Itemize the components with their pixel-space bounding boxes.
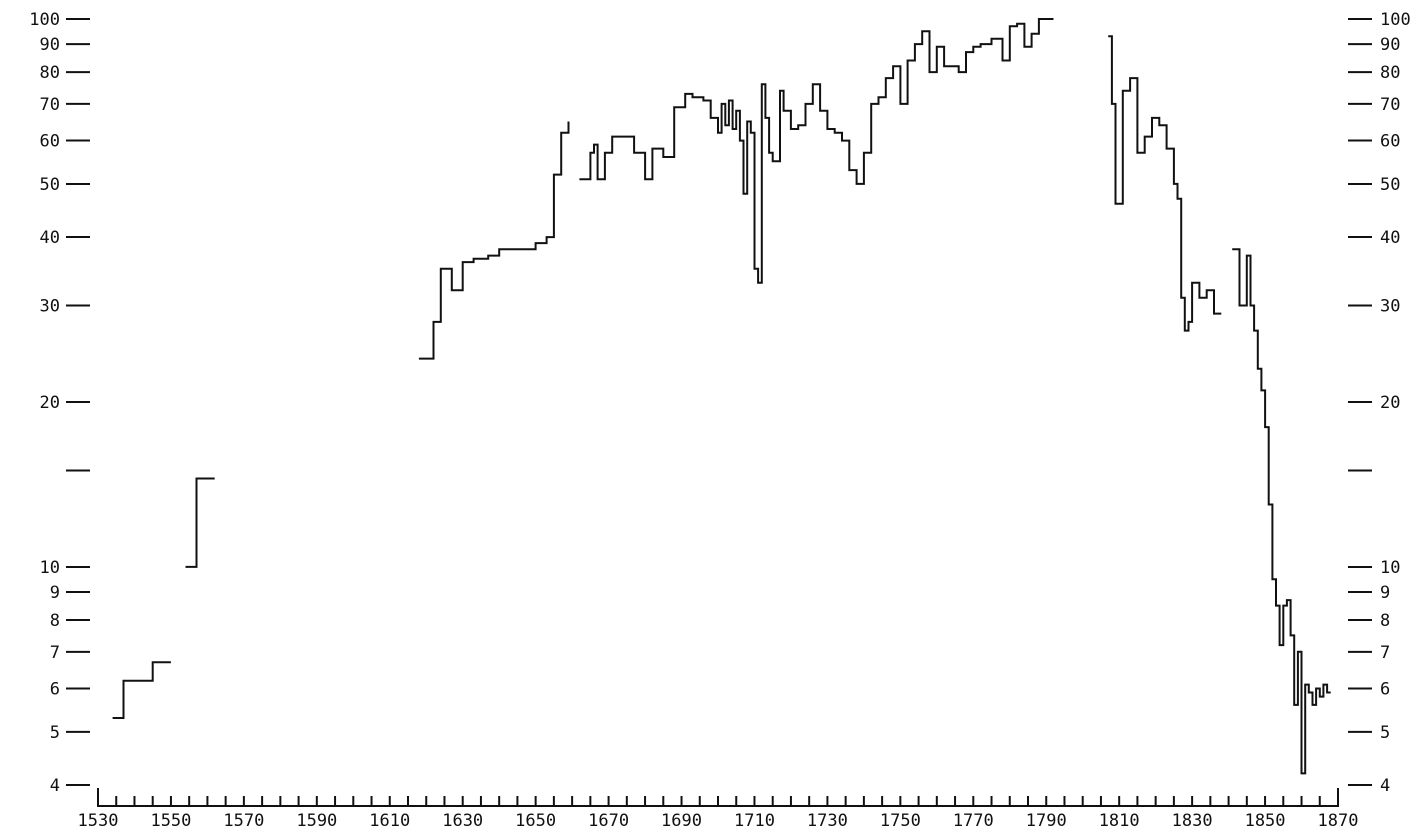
x-tick-label-1750: 1750 <box>880 811 921 830</box>
x-tick-label-1850: 1850 <box>1245 811 1286 830</box>
x-tick-label-1830: 1830 <box>1172 811 1213 830</box>
x-tick-label-1570: 1570 <box>223 811 264 830</box>
y-tick-label-right-10: 10 <box>1380 558 1400 578</box>
y-tick-label-left-7: 7 <box>50 643 60 663</box>
series-segment-5 <box>1108 35 1222 332</box>
y-tick-label-right-30: 30 <box>1380 297 1400 317</box>
y-tick-label-right-9: 9 <box>1380 583 1390 603</box>
y-tick-label-left-60: 60 <box>40 132 60 152</box>
y-tick-label-left-80: 80 <box>40 63 60 83</box>
x-tick-label-1770: 1770 <box>953 811 994 830</box>
y-tick-label-left-10: 10 <box>40 558 60 578</box>
series-segment-6 <box>1232 248 1331 775</box>
x-tick-label-1730: 1730 <box>807 811 848 830</box>
y-tick-label-right-50: 50 <box>1380 175 1400 195</box>
y-tick-label-left-5: 5 <box>50 723 60 743</box>
y-tick-label-left-100: 100 <box>29 10 60 30</box>
x-tick-label-1870: 1870 <box>1318 811 1359 830</box>
y-tick-label-right-6: 6 <box>1380 680 1390 700</box>
series-segment-1 <box>112 661 171 719</box>
y-tick-label-left-70: 70 <box>40 95 60 115</box>
x-tick-label-1790: 1790 <box>1026 811 1067 830</box>
y-tick-label-left-90: 90 <box>40 35 60 55</box>
series-segment-4 <box>579 18 1054 284</box>
x-tick-label-1650: 1650 <box>515 811 556 830</box>
series-segment-2 <box>185 477 215 568</box>
y-tick-label-right-5: 5 <box>1380 723 1390 743</box>
y-tick-label-right-8: 8 <box>1380 611 1390 631</box>
y-tick-label-left-50: 50 <box>40 175 60 195</box>
x-tick-label-1590: 1590 <box>296 811 337 830</box>
x-tick-label-1690: 1690 <box>661 811 702 830</box>
y-tick-label-left-4: 4 <box>50 776 60 796</box>
y-tick-label-right-70: 70 <box>1380 95 1400 115</box>
y-tick-label-left-20: 20 <box>40 393 60 413</box>
x-tick-label-1710: 1710 <box>734 811 775 830</box>
y-axis-right: 4 5 6 7 8 9 10 20 30 40 50 60 70 80 90 100 <box>1348 10 1411 796</box>
y-tick-label-left-6: 6 <box>50 680 60 700</box>
y-tick-label-left-30: 30 <box>40 297 60 317</box>
y-tick-label-right-90: 90 <box>1380 35 1400 55</box>
x-tick-label-1810: 1810 <box>1099 811 1140 830</box>
y-tick-label-right-60: 60 <box>1380 132 1400 152</box>
y-tick-label-right-7: 7 <box>1380 643 1390 663</box>
series-segment-3 <box>418 121 570 360</box>
y-tick-label-right-40: 40 <box>1380 228 1400 248</box>
y-tick-label-right-80: 80 <box>1380 63 1400 83</box>
x-tick-label-1550: 1550 <box>150 811 191 830</box>
y-tick-label-right-20: 20 <box>1380 393 1400 413</box>
series-layer <box>112 18 1331 775</box>
y-tick-label-right-100: 100 <box>1380 10 1411 30</box>
y-tick-label-left-8: 8 <box>50 611 60 631</box>
x-tick-label-1530: 1530 <box>78 811 119 830</box>
x-tick-label-1670: 1670 <box>588 811 629 830</box>
x-tick-label-1630: 1630 <box>442 811 483 830</box>
y-tick-label-right-4: 4 <box>1380 776 1390 796</box>
y-tick-label-left-40: 40 <box>40 228 60 248</box>
x-axis: 1530 1550 1570 1590 1610 1630 1650 1670 1690 1710… <box>78 788 1359 830</box>
y-axis-left: 4 5 6 7 8 9 10 20 30 40 50 60 70 80 90 100 <box>29 10 90 796</box>
x-tick-label-1610: 1610 <box>369 811 410 830</box>
y-tick-label-left-9: 9 <box>50 583 60 603</box>
